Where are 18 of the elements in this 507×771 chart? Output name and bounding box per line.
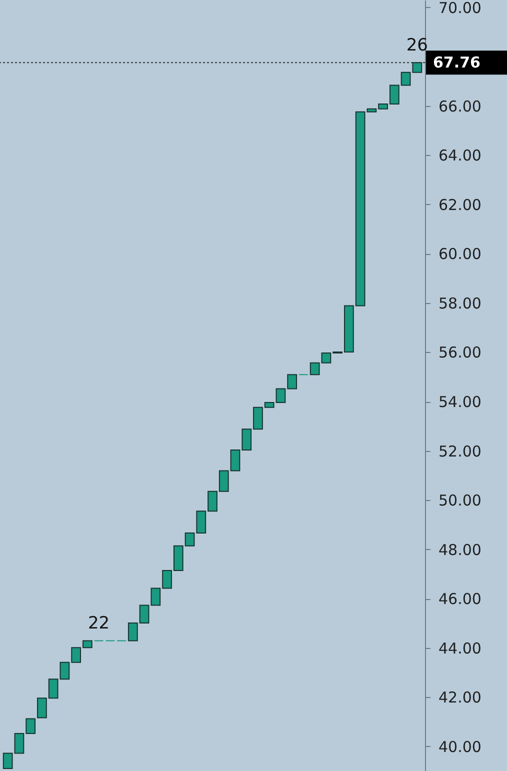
y-tick-label: 54.00 [438,393,482,412]
y-tick-label: 48.00 [438,540,482,559]
y-tick-label: 52.00 [438,442,482,460]
y-tick-label: 70.00 [438,0,482,17]
y-tick-label: 42.00 [438,688,482,707]
x-tick-label: 22 [88,614,110,634]
y-tick-label: 56.00 [438,344,482,362]
x-tick-label: 26 [406,36,428,56]
y-tick-label: 60.00 [438,245,482,264]
y-tick-label: 62.00 [438,196,482,214]
y-tick-label: 64.00 [438,146,482,165]
y-tick-label: 58.00 [438,294,482,312]
y-tick-label: 66.00 [438,97,482,116]
y-tick-label: 46.00 [438,590,482,608]
y-tick-label: 44.00 [438,639,482,658]
y-tick-label: 50.00 [438,492,482,510]
y-tick-label: 40.00 [438,738,482,756]
ref-line-label: 67.76 [433,54,480,72]
